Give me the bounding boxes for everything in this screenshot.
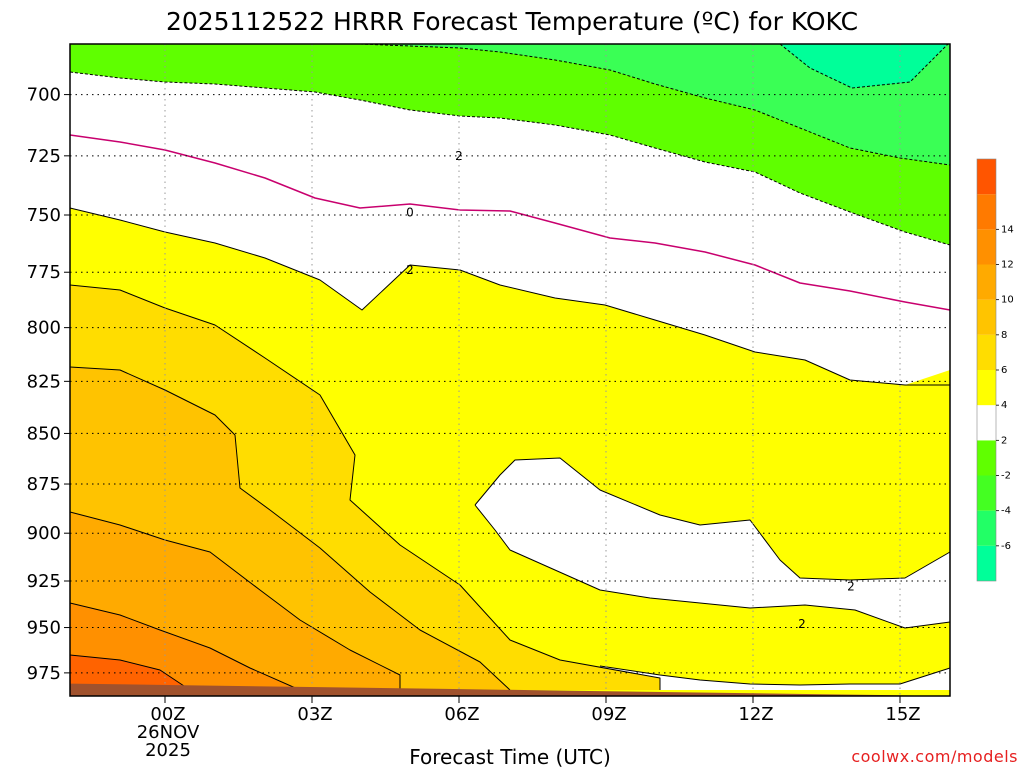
y-tick-label: 700: [27, 85, 61, 106]
fill-region-cold-core-minus-8: [780, 44, 948, 88]
fill-region-midlevel-dry: [475, 458, 950, 628]
contour-line-minus-2: [69, 71, 951, 246]
colorbar-swatch: [977, 510, 996, 546]
colorbar: -6 -4 -2 2 4 6 8 10 12 14: [976, 158, 1014, 582]
contour-label: 2: [455, 149, 463, 163]
colorbar-swatch: [977, 229, 996, 265]
colorbar-swatch: [977, 440, 996, 476]
plot-frame: [69, 43, 951, 697]
colorbar-tick-label: 6: [1001, 365, 1007, 376]
contour-line-6: [69, 366, 511, 691]
colorbar-swatch: [977, 159, 996, 195]
y-tick-label: 900: [27, 523, 61, 544]
contour-line-10: [69, 602, 301, 691]
contour-line-2-lower: [474, 504, 951, 629]
credit-link[interactable]: coolwx.com/models: [851, 747, 1018, 766]
grid: [70, 44, 950, 696]
fill-region-warm-layer-22: [70, 655, 190, 690]
contour-line-4: [69, 284, 661, 690]
colorbar-tick-label: -6: [1001, 541, 1011, 552]
contour-labels: 2 0 2 2 2: [406, 149, 855, 631]
colorbar-swatch: [977, 370, 996, 406]
y-tick-label: 825: [27, 371, 61, 392]
colorbar-tick-label: 8: [1001, 330, 1007, 341]
colorbar-swatch: [977, 194, 996, 230]
x-tick-label: 00Z: [150, 704, 185, 725]
colorbar-tick-label: 2: [1001, 435, 1007, 446]
y-tick-label: 975: [27, 663, 61, 684]
plot-area: 2 0 2 2 2: [69, 43, 951, 697]
colorbar-tick-label: -4: [1001, 506, 1011, 517]
colorbar-swatch: [977, 264, 996, 300]
contour-label: 0: [406, 206, 414, 220]
colorbar-swatch: [977, 405, 996, 441]
y-axis: 700 725 750 775 800 825 850 875 900 925 950 975: [27, 85, 70, 684]
y-tick-label: 775: [27, 262, 61, 283]
colorbar-tick-label: 12: [1001, 260, 1014, 271]
x-tick-label: 12Z: [738, 704, 773, 725]
contour-line-zero-celsius: [69, 134, 951, 311]
x-tick-label: 09Z: [591, 704, 626, 725]
fill-region-cold-core-minus-6: [70, 44, 950, 165]
y-tick-label: 725: [27, 146, 61, 167]
contour-label: 2: [406, 263, 414, 277]
contour-line-8: [69, 511, 401, 690]
surface-terrain: [70, 683, 950, 696]
colorbar-tick-label: 14: [1001, 224, 1014, 235]
contour-label: 2: [847, 580, 855, 594]
y-tick-label: 850: [27, 423, 61, 444]
chart-title: 2025112522 HRRR Forecast Temperature (ºC…: [166, 7, 858, 36]
x-tick-date: 26NOV: [137, 722, 200, 743]
contour-line-2-surface: [599, 665, 951, 686]
x-tick-label: 03Z: [297, 704, 332, 725]
contour-line-minus-8: [779, 43, 949, 89]
colorbar-swatch: [977, 299, 996, 335]
x-tick-label: 15Z: [885, 704, 920, 725]
colorbar-swatch: [977, 334, 996, 370]
contour-line-minus-6: [359, 43, 951, 166]
colorbar-tick-label: -2: [1001, 471, 1011, 482]
x-tick-label: 06Z: [444, 704, 479, 725]
colorbar-tick-label: 4: [1001, 400, 1007, 411]
contour-line-2-midlevel: [474, 457, 951, 581]
y-tick-label: 875: [27, 474, 61, 495]
colorbar-swatch: [977, 475, 996, 511]
x-axis-label: Forecast Time (UTC): [409, 745, 611, 768]
y-tick-label: 800: [27, 318, 61, 339]
contour-line-12: [69, 654, 191, 691]
contour-lines: [69, 43, 951, 691]
colorbar-swatch: [977, 545, 996, 581]
x-tick-year: 2025: [145, 740, 191, 761]
y-tick-label: 750: [27, 205, 61, 226]
y-tick-label: 950: [27, 618, 61, 639]
y-tick-label: 925: [27, 571, 61, 592]
contour-line-2-upper: [69, 207, 950, 386]
contour-label: 2: [798, 617, 806, 631]
colorbar-tick-label: 10: [1001, 295, 1014, 306]
